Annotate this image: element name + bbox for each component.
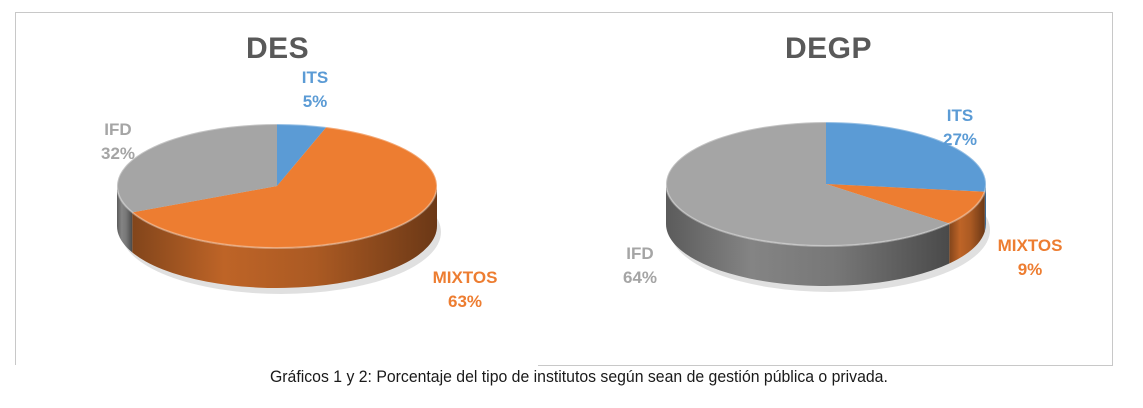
pie-slice-its (277, 124, 327, 186)
data-label-degp-ifd-value: 64% (622, 268, 658, 287)
data-label-des-mixtos-name: MIXTOS (432, 268, 498, 287)
data-label-des-its-name: ITS (301, 68, 329, 87)
figure-caption: Gráficos 1 y 2: Porcentaje del tipo de i… (270, 367, 888, 386)
pie-slice-mixtos (132, 127, 438, 248)
pie-side-mixtos (132, 186, 438, 288)
data-label-des-mixtos: MIXTOS 63% (420, 266, 510, 314)
data-label-degp-mixtos-value: 9% (1017, 260, 1043, 279)
data-label-des-its: ITS 5% (290, 66, 340, 114)
data-label-des-ifd: IFD 32% (88, 118, 148, 166)
pie-slice-ifd (666, 122, 950, 246)
pie-side-its (984, 184, 986, 232)
data-label-des-its-value: 5% (302, 92, 328, 111)
data-label-degp-ifd-name: IFD (626, 244, 654, 263)
pie-side-ifd (117, 186, 133, 253)
pie-degp (665, 121, 990, 292)
data-label-degp-its: ITS 27% (930, 104, 990, 152)
data-label-des-ifd-value: 32% (100, 144, 136, 163)
pie-rim (665, 121, 987, 247)
pie-slice-its (826, 122, 986, 192)
pie-des (116, 123, 441, 294)
pie-slice-mixtos (826, 184, 985, 224)
chart-title-degp: DEGP (785, 32, 873, 65)
data-label-degp-ifd: IFD 64% (610, 242, 670, 290)
pie-side-ifd (666, 184, 950, 287)
pie-rim (116, 123, 438, 249)
data-label-des-mixtos-value: 63% (447, 292, 483, 311)
data-label-degp-mixtos-name: MIXTOS (997, 236, 1063, 255)
data-label-des-ifd-name: IFD (104, 120, 132, 139)
chart-title-des: DES (246, 32, 310, 65)
data-label-degp-mixtos: MIXTOS 9% (985, 234, 1075, 282)
data-label-degp-its-name: ITS (946, 106, 974, 125)
pie-side-mixtos (949, 191, 985, 264)
data-label-degp-its-value: 27% (942, 130, 978, 149)
pie-slice-ifd (117, 124, 278, 213)
